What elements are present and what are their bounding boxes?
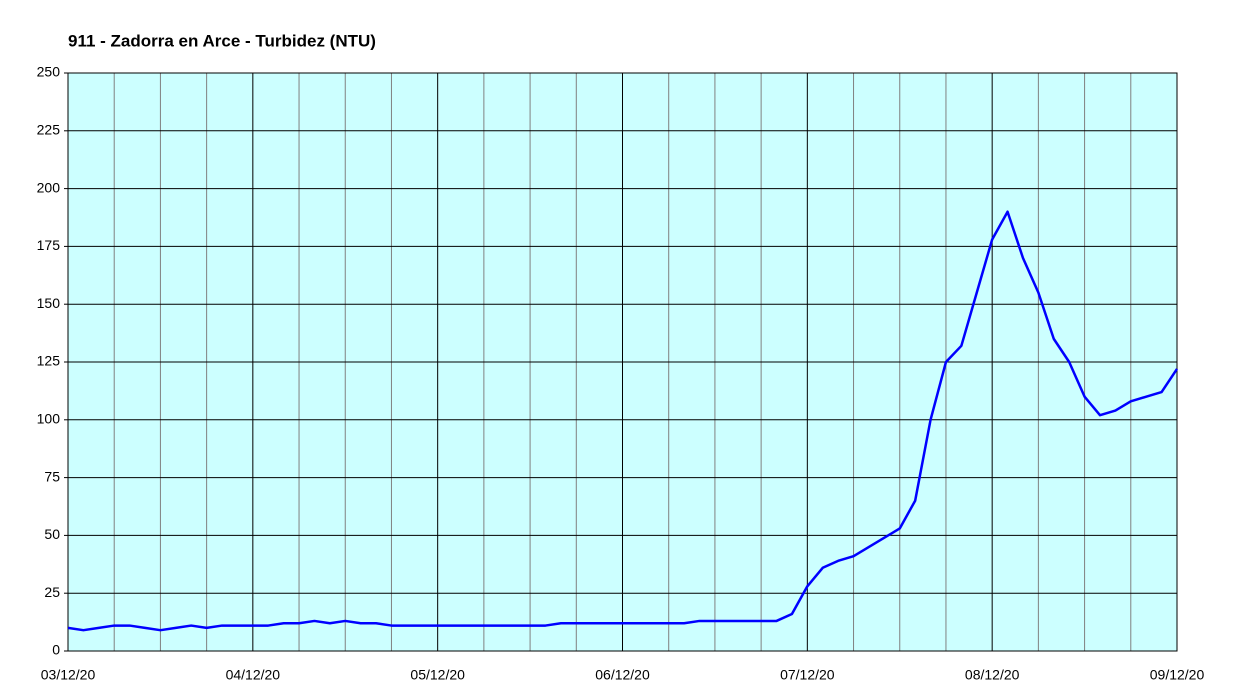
- x-tick-label: 04/12/20: [226, 667, 281, 683]
- x-tick-label: 03/12/20: [41, 667, 96, 683]
- y-tick-label: 200: [37, 179, 61, 195]
- x-tick-label: 09/12/20: [1150, 667, 1205, 683]
- y-tick-label: 50: [44, 526, 60, 542]
- x-tick-label: 07/12/20: [780, 667, 835, 683]
- y-tick-label: 0: [52, 642, 60, 658]
- x-tick-label: 05/12/20: [410, 667, 465, 683]
- y-tick-label: 25: [44, 584, 60, 600]
- x-tick-label: 06/12/20: [595, 667, 650, 683]
- y-tick-label: 175: [37, 237, 61, 253]
- plot-border: [67, 72, 1178, 652]
- y-tick-label: 150: [37, 295, 61, 311]
- y-tick-label: 75: [44, 468, 60, 484]
- y-tick-label: 125: [37, 353, 61, 369]
- x-tick-label: 08/12/20: [965, 667, 1020, 683]
- y-tick-label: 225: [37, 122, 61, 138]
- chart-title: 911 - Zadorra en Arce - Turbidez (NTU): [68, 31, 376, 50]
- y-tick-label: 100: [37, 411, 61, 427]
- y-tick-label: 250: [37, 64, 61, 80]
- data-line: [67, 210, 1179, 632]
